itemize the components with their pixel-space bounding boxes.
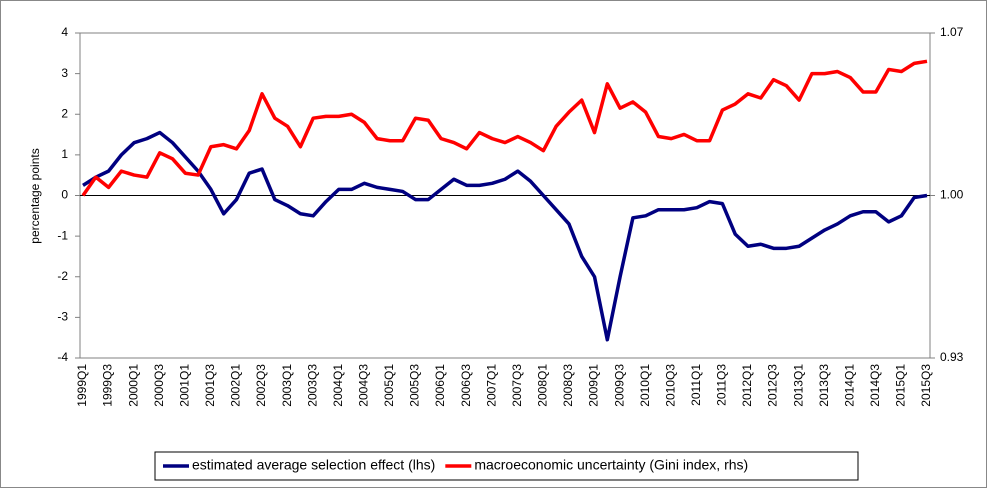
x-tick-label: 2006Q3 [459,364,473,407]
x-tick-label: 2001Q1 [177,364,191,407]
y-tick-label: 3 [61,66,68,80]
x-tick-label: 2014Q1 [842,364,856,407]
x-tick-label: 2003Q1 [280,364,294,407]
x-tick-label: 2007Q3 [510,364,524,407]
legend-label: macroeconomic uncertainty (Gini index, r… [474,457,748,473]
y-tick-label: 4 [61,25,68,39]
legend-label: estimated average selection effect (lhs) [192,457,435,473]
x-tick-label: 2013Q3 [817,364,831,407]
x-tick-label: 2013Q1 [791,364,805,407]
x-tick-label: 2003Q3 [305,364,319,407]
x-tick-label: 2006Q1 [433,364,447,407]
x-tick-label: 2010Q3 [663,364,677,407]
x-tick-label: 1999Q1 [75,364,89,407]
y-tick-label: 2 [61,106,68,120]
x-tick-label: 2008Q1 [536,364,550,407]
y2-tick-label: 1.07 [940,25,964,39]
x-tick-label: 2012Q1 [740,364,754,407]
x-tick-label: 2002Q1 [229,364,243,407]
y-tick-label: 1 [61,147,68,161]
y-axis-label: percentage points [28,148,42,243]
x-tick-label: 2012Q3 [766,364,780,407]
x-tick-label: 2010Q1 [638,364,652,407]
legend-box [154,451,859,481]
x-tick-label: 2001Q3 [203,364,217,407]
x-tick-label: 2000Q1 [126,364,140,407]
x-tick-label: 2004Q1 [331,364,345,407]
x-tick-label: 2011Q1 [689,364,703,406]
x-tick-label: 1999Q3 [101,364,115,407]
x-tick-label: 2011Q3 [715,364,729,406]
line-series [82,130,928,342]
x-tick-label: 2009Q3 [612,364,626,407]
x-tick-label: 2000Q3 [152,364,166,407]
y2-tick-label: 0.93 [940,350,964,364]
x-tick-label: 2005Q3 [408,364,422,407]
y-tick-label: -1 [57,228,68,242]
y-tick-label: -3 [57,310,68,324]
x-tick-label: 2002Q3 [254,364,268,407]
x-tick-label: 2015Q1 [894,364,908,407]
y-tick-label: -4 [57,350,68,364]
y2-tick-label: 1.00 [940,188,964,202]
line-series [81,59,928,197]
x-tick-label: 2008Q3 [561,364,575,407]
x-tick-label: 2007Q1 [484,364,498,407]
y-tick-label: 0 [61,188,68,202]
x-tick-label: 2004Q3 [357,364,371,407]
x-tick-label: 2014Q3 [868,364,882,407]
x-tick-label: 2005Q1 [382,364,396,407]
y-tick-label: -2 [57,269,68,283]
x-tick-label: 2009Q1 [587,364,601,407]
x-tick-label: 2015Q3 [919,364,933,407]
